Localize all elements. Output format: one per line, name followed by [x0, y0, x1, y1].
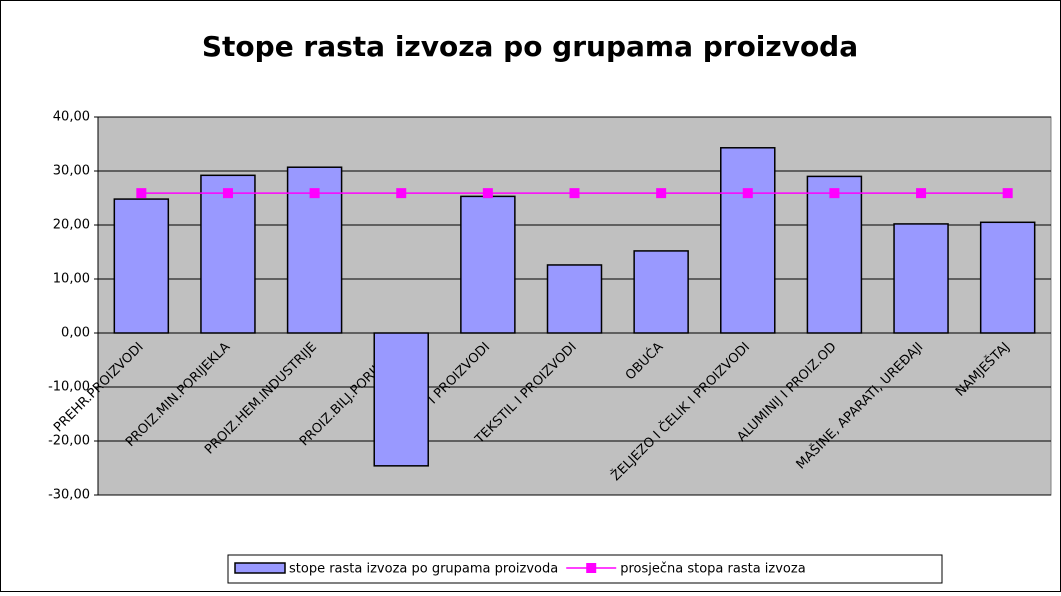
y-tick-label: 30,00	[53, 164, 90, 179]
legend-marker	[586, 563, 597, 573]
legend-box	[227, 554, 943, 584]
line-marker	[396, 188, 407, 199]
line-marker	[569, 188, 580, 199]
legend-label: stope rasta izvoza po grupama proizvoda	[289, 562, 558, 577]
y-tick-label: 40,00	[53, 110, 90, 125]
line-marker	[829, 188, 840, 199]
legend-label: prosječna stopa rasta izvoza	[620, 562, 805, 577]
line-marker	[656, 188, 667, 199]
legend-swatch	[234, 562, 286, 574]
line-marker	[742, 188, 753, 199]
bar	[546, 264, 603, 334]
y-tick-label: -20,00	[48, 434, 90, 449]
line-marker	[309, 188, 320, 199]
chart-title: Stope rasta izvoza po grupama proizvoda	[202, 30, 858, 63]
bar	[373, 332, 429, 467]
bar	[113, 198, 170, 334]
line-marker	[222, 188, 233, 199]
line-marker	[1002, 188, 1013, 199]
bar	[633, 250, 689, 334]
y-tick-label: 10,00	[53, 272, 90, 287]
bar	[893, 223, 949, 334]
line-marker	[482, 188, 493, 199]
bar	[460, 195, 516, 334]
bar	[720, 147, 776, 334]
bar	[979, 221, 1036, 334]
y-tick-label: -30,00	[48, 488, 90, 503]
bar	[200, 174, 256, 334]
bar	[806, 175, 863, 334]
line-marker	[916, 188, 927, 199]
y-tick-label: -10,00	[48, 380, 90, 395]
line-marker	[136, 188, 147, 199]
y-tick-label: 20,00	[53, 218, 90, 233]
y-tick-label: 0,00	[61, 326, 90, 341]
